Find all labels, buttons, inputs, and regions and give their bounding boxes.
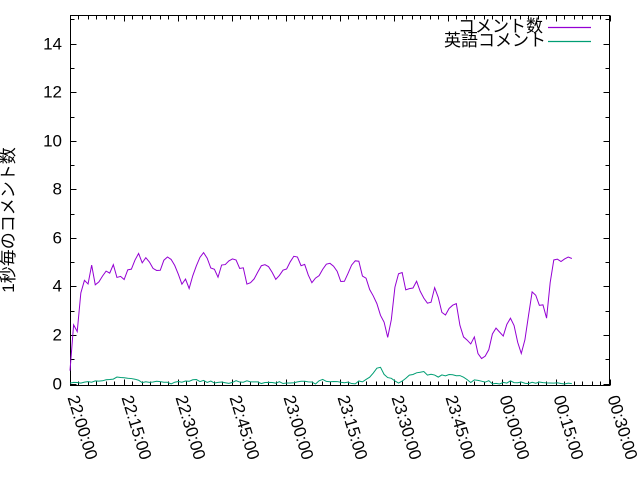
- svg-text:12: 12: [43, 83, 62, 102]
- svg-text:14: 14: [43, 35, 62, 54]
- svg-text:4: 4: [53, 277, 62, 296]
- svg-text:10: 10: [43, 132, 62, 151]
- svg-text:2: 2: [53, 326, 62, 345]
- svg-text:6: 6: [53, 229, 62, 248]
- svg-text:1秒毎のコメント数: 1秒毎のコメント数: [0, 147, 18, 292]
- svg-text:8: 8: [53, 180, 62, 199]
- svg-text:0: 0: [53, 375, 62, 394]
- svg-text:英語コメント: 英語コメント: [444, 31, 546, 50]
